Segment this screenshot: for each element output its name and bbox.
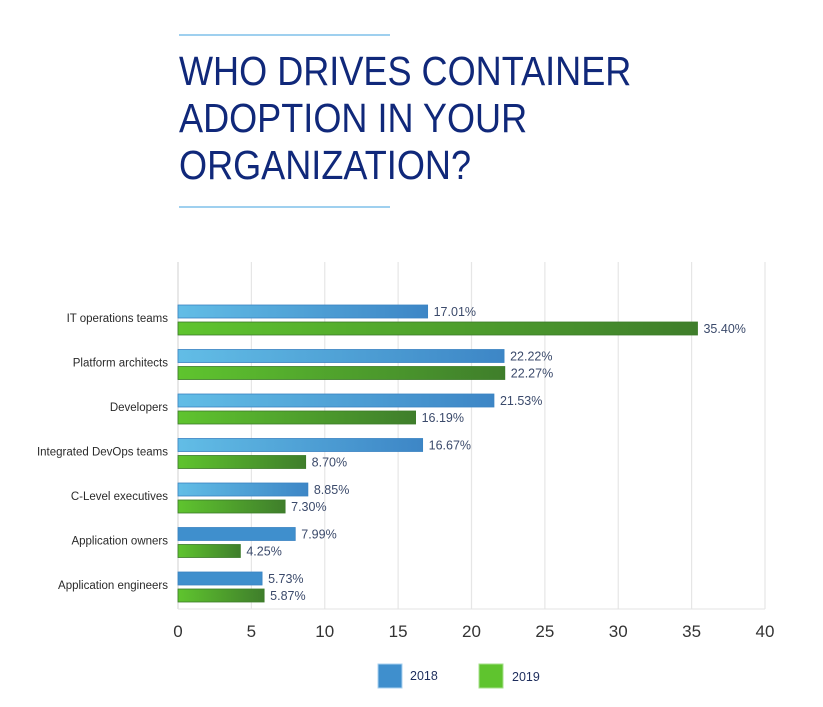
- value-label-2018: 5.73%: [268, 572, 303, 586]
- bar-2018[interactable]: [177, 571, 263, 586]
- gridlines: [177, 262, 766, 610]
- bar-2018[interactable]: [177, 393, 495, 408]
- value-labels: 17.01% 35.40% 22.22% 22.27% 21.53% 16.19% 16.6…: [246, 305, 746, 603]
- value-label-2018: 8.85%: [314, 483, 349, 497]
- category-label: Integrated DevOps teams: [37, 447, 168, 459]
- category-label: C-Level executives: [71, 491, 168, 503]
- x-tick-label: 15: [389, 622, 408, 641]
- category-label: Developers: [110, 402, 168, 414]
- bar-2019[interactable]: [177, 455, 307, 469]
- category-labels: IT operations teams Platform architects De…: [37, 313, 168, 592]
- legend-swatch-2019: [478, 663, 504, 689]
- x-tick-label: 20: [462, 622, 481, 641]
- value-label-2019: 16.19%: [422, 411, 464, 425]
- category-label: Application engineers: [58, 580, 168, 592]
- legend-label-2019: 2019: [512, 670, 540, 684]
- bar-2019[interactable]: [177, 321, 698, 336]
- value-label-2018: 22.22%: [510, 350, 552, 364]
- title-top-rule: [179, 34, 390, 36]
- value-label-2019: 22.27%: [511, 367, 553, 381]
- legend-swatch-2018: [377, 663, 403, 689]
- x-tick-label: 30: [609, 622, 628, 641]
- category-label: IT operations teams: [67, 313, 169, 325]
- bar-2018[interactable]: [177, 527, 296, 541]
- bar-2019[interactable]: [177, 366, 506, 380]
- title-bottom-rule: [179, 206, 390, 208]
- value-label-2018: 17.01%: [434, 305, 476, 319]
- legend-label-2018: 2018: [410, 669, 438, 683]
- x-tick-label: 5: [247, 622, 256, 641]
- bar-2018[interactable]: [177, 349, 505, 363]
- value-label-2018: 21.53%: [500, 394, 542, 408]
- bar-2018[interactable]: [177, 304, 429, 319]
- category-label: Application owners: [71, 536, 168, 548]
- x-tick-label: 35: [682, 622, 701, 641]
- bar-2019[interactable]: [177, 544, 241, 558]
- bar-2018[interactable]: [177, 482, 309, 497]
- x-tick-label: 0: [173, 622, 182, 641]
- value-label-2018: 7.99%: [301, 528, 336, 542]
- legend-item-2019[interactable]: 2019: [478, 663, 540, 689]
- x-tick-label: 10: [315, 622, 334, 641]
- legend-item-2018[interactable]: 2018: [377, 663, 438, 689]
- category-label: Platform architects: [73, 358, 168, 370]
- value-label-2019: 4.25%: [246, 545, 281, 559]
- bar-2019[interactable]: [177, 588, 265, 603]
- chart-title: WHO DRIVES CONTAINER ADOPTION IN YOUR OR…: [179, 48, 632, 188]
- bar-2019[interactable]: [177, 499, 286, 514]
- value-label-2019: 7.30%: [291, 500, 326, 514]
- legend: 2018 2019: [377, 663, 540, 689]
- bar-2019[interactable]: [177, 410, 416, 425]
- value-label-2019: 35.40%: [703, 322, 745, 336]
- x-axis-ticks: 0 5 10 15 20 25 30 35 40: [173, 622, 774, 641]
- x-tick-label: 25: [535, 622, 554, 641]
- value-label-2019: 8.70%: [312, 456, 347, 470]
- bar-2018[interactable]: [177, 438, 424, 452]
- value-label-2019: 5.87%: [270, 589, 305, 603]
- x-tick-label: 40: [756, 622, 775, 641]
- value-label-2018: 16.67%: [429, 439, 471, 453]
- bars: [177, 304, 698, 603]
